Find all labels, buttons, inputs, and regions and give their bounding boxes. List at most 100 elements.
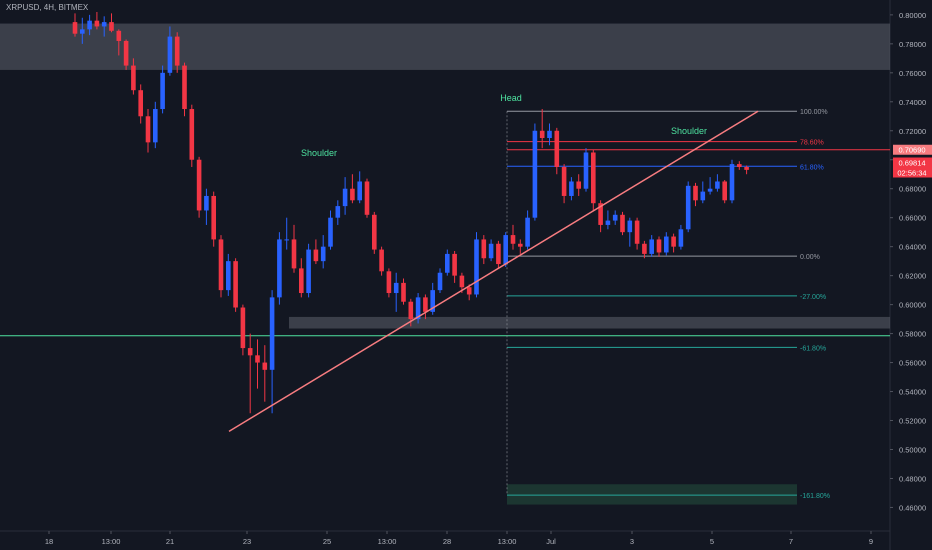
pattern-annotation: Shoulder [671,126,707,136]
candle-body [306,249,311,294]
candle-body [138,90,143,117]
fib-level-label: 61.80% [800,164,824,171]
candle-body [459,275,465,288]
candle-body [634,220,640,244]
candle-body [226,261,231,291]
fib-level-label: -161.80% [800,493,830,500]
candle-body [167,36,173,73]
candle-body [474,239,479,295]
candle-body [737,164,742,167]
candle-body [496,243,501,265]
time-tick-label: 3 [630,537,634,546]
candle-body [262,362,268,370]
candle-body [466,287,472,295]
candle-body [240,307,246,349]
candle-body [612,214,618,221]
candle-body [350,188,355,201]
price-tick-label: 0.72000 [899,127,926,136]
price-tick-label: 0.62000 [899,272,926,281]
price-tick-label: 0.54000 [899,388,926,397]
candle-body [729,164,735,201]
candle-body [153,109,158,143]
candle-body [320,246,326,262]
candle-body [284,239,289,241]
candle-body [445,253,450,273]
price-tick-label: 0.46000 [899,503,926,512]
candle-body [196,159,202,211]
candle-body [131,65,136,91]
candle-body [539,130,545,139]
price-tick-label: 0.68000 [899,185,926,194]
time-tick-label: 13:00 [102,537,121,546]
fib-level-label: 0.00% [800,254,820,261]
candle-body [598,203,603,225]
fib-level-label: 100.00% [800,109,828,116]
current-price-tag-value: 0.69814 [898,158,925,167]
candle-body [525,217,530,247]
candle-body [123,40,129,66]
time-tick-label: Jul [546,537,556,546]
price-tick-label: 0.76000 [899,69,926,78]
candle-body [189,109,195,160]
candle-body [481,239,487,259]
price-tick-label: 0.78000 [899,40,926,49]
candle-body [700,191,706,201]
candle-body [510,235,516,244]
candle-body [182,65,187,110]
candle-body [693,185,698,201]
candle-body [393,282,399,294]
candle-body [503,235,508,265]
candle-body [379,249,384,272]
candle-body [561,166,567,196]
candle-body [583,152,589,189]
candle-body [299,268,304,294]
candle-body [532,130,538,218]
time-tick-label: 21 [166,537,174,546]
price-tick-label: 0.58000 [899,330,926,339]
candle-body [145,116,151,143]
candle-body [423,297,428,312]
candle-body [291,239,297,269]
candle-body [591,152,596,204]
candle-body [744,166,749,170]
price-tick-label: 0.74000 [899,98,926,107]
time-tick-label: 28 [443,537,451,546]
candle-body [160,72,165,110]
fib-level-label: -61.80% [800,345,826,352]
candle-body [233,261,238,308]
zone-rect [507,484,797,505]
candle-body [72,22,78,34]
candle-body [656,239,662,253]
candle-body [408,301,414,320]
candle-body [87,20,92,30]
candle-body [247,348,253,356]
candle-body [401,282,406,302]
time-tick-label: 13:00 [498,537,517,546]
candle-body [722,181,727,201]
time-tick-label: 7 [789,537,793,546]
candle-body [313,249,319,262]
candle-body [649,239,654,254]
pattern-annotation: Shoulder [301,148,337,158]
candle-body [255,355,260,363]
price-tick-label: 0.50000 [899,445,926,454]
candle-body [372,214,377,250]
candle-body [576,181,581,189]
price-tick-label: 0.52000 [899,417,926,426]
price-tick-label: 0.64000 [899,243,926,252]
candle-body [642,243,647,254]
candle-body [357,181,362,201]
candle-body [715,181,720,189]
candle-body [204,195,209,211]
time-tick-label: 23 [243,537,251,546]
candle-body [620,214,625,233]
candle-body [605,220,611,225]
time-tick-label: 5 [710,537,714,546]
candle-body [364,181,370,215]
price-tick-label: 0.60000 [899,301,926,310]
resistance-price-tag-value: 0.70690 [898,146,925,155]
candle-body [101,22,107,27]
candle-body [415,297,421,320]
zone-rect [0,23,890,70]
